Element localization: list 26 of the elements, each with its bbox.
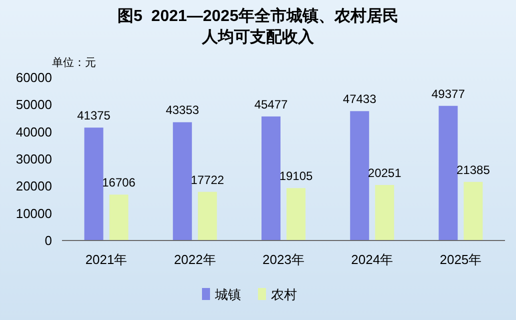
legend-label: 农村 [271,287,297,302]
data-label: 20251 [368,166,402,180]
x-tick-label: 2023年 [262,252,304,267]
data-label: 47433 [342,92,377,106]
y-tick-label: 50000 [16,97,52,112]
data-label: 19105 [279,169,314,184]
data-label: 43353 [166,103,200,118]
x-tick-label: 2022年 [174,252,216,267]
data-label: 49377 [432,86,466,101]
data-label: 45477 [254,97,288,112]
data-label: 17722 [190,172,224,187]
x-tick-label: 2021年 [85,252,128,267]
data-label: 21385 [456,162,490,177]
y-tick-label: 20000 [16,178,52,194]
y-tick-label: 40000 [16,124,52,140]
text: 单位：元 [52,56,96,69]
y-tick-label: 60000 [16,70,52,85]
x-tick-label: 2024年 [351,252,394,267]
chart-title: 图5 2021—2025年全市城镇、农村居民人均可支配收入 [116,6,400,48]
legend-label: 城镇 [214,287,241,302]
data-label: 16706 [102,176,136,190]
y-tick-label: 10000 [16,206,52,221]
x-tick-label: 2025年 [440,252,482,267]
y-tick-label: 30000 [16,152,52,166]
data-label: 41375 [77,108,111,123]
y-tick-label: 0 [44,233,52,248]
